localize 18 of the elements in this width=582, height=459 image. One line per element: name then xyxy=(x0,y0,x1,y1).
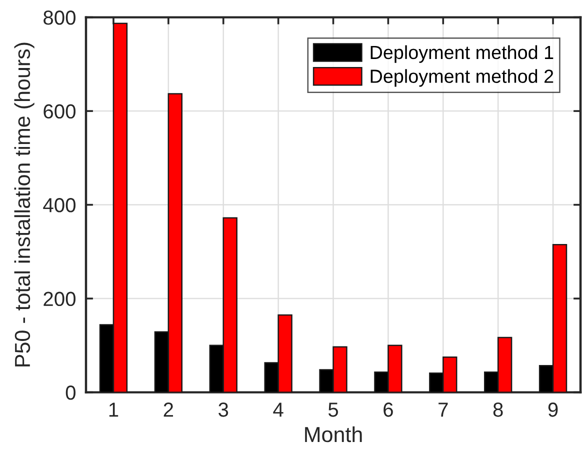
x-tick-label: 6 xyxy=(384,402,393,417)
x-axis-title: Month xyxy=(305,426,362,442)
y-tick-label: 600 xyxy=(44,104,76,119)
x-tick-label: 7 xyxy=(438,402,448,417)
legend-label: Deployment method 2 xyxy=(370,69,554,87)
legend-label: Deployment method 1 xyxy=(370,45,554,63)
y-axis-title: P50 - total installation time (hours) xyxy=(14,42,34,366)
y-tick-label: 200 xyxy=(44,292,76,306)
x-tick-label: 8 xyxy=(493,402,503,417)
x-tick-label: 9 xyxy=(548,402,558,417)
y-tick-label: 0 xyxy=(66,386,76,400)
y-tick-label: 400 xyxy=(43,198,76,212)
x-tick-label: 3 xyxy=(218,402,228,417)
x-tick-label: 5 xyxy=(328,402,338,417)
x-tick-label: 1 xyxy=(109,402,118,417)
x-tick-label: 4 xyxy=(273,402,284,417)
x-tick-label: 2 xyxy=(164,402,174,417)
y-tick-label: 800 xyxy=(44,10,76,25)
